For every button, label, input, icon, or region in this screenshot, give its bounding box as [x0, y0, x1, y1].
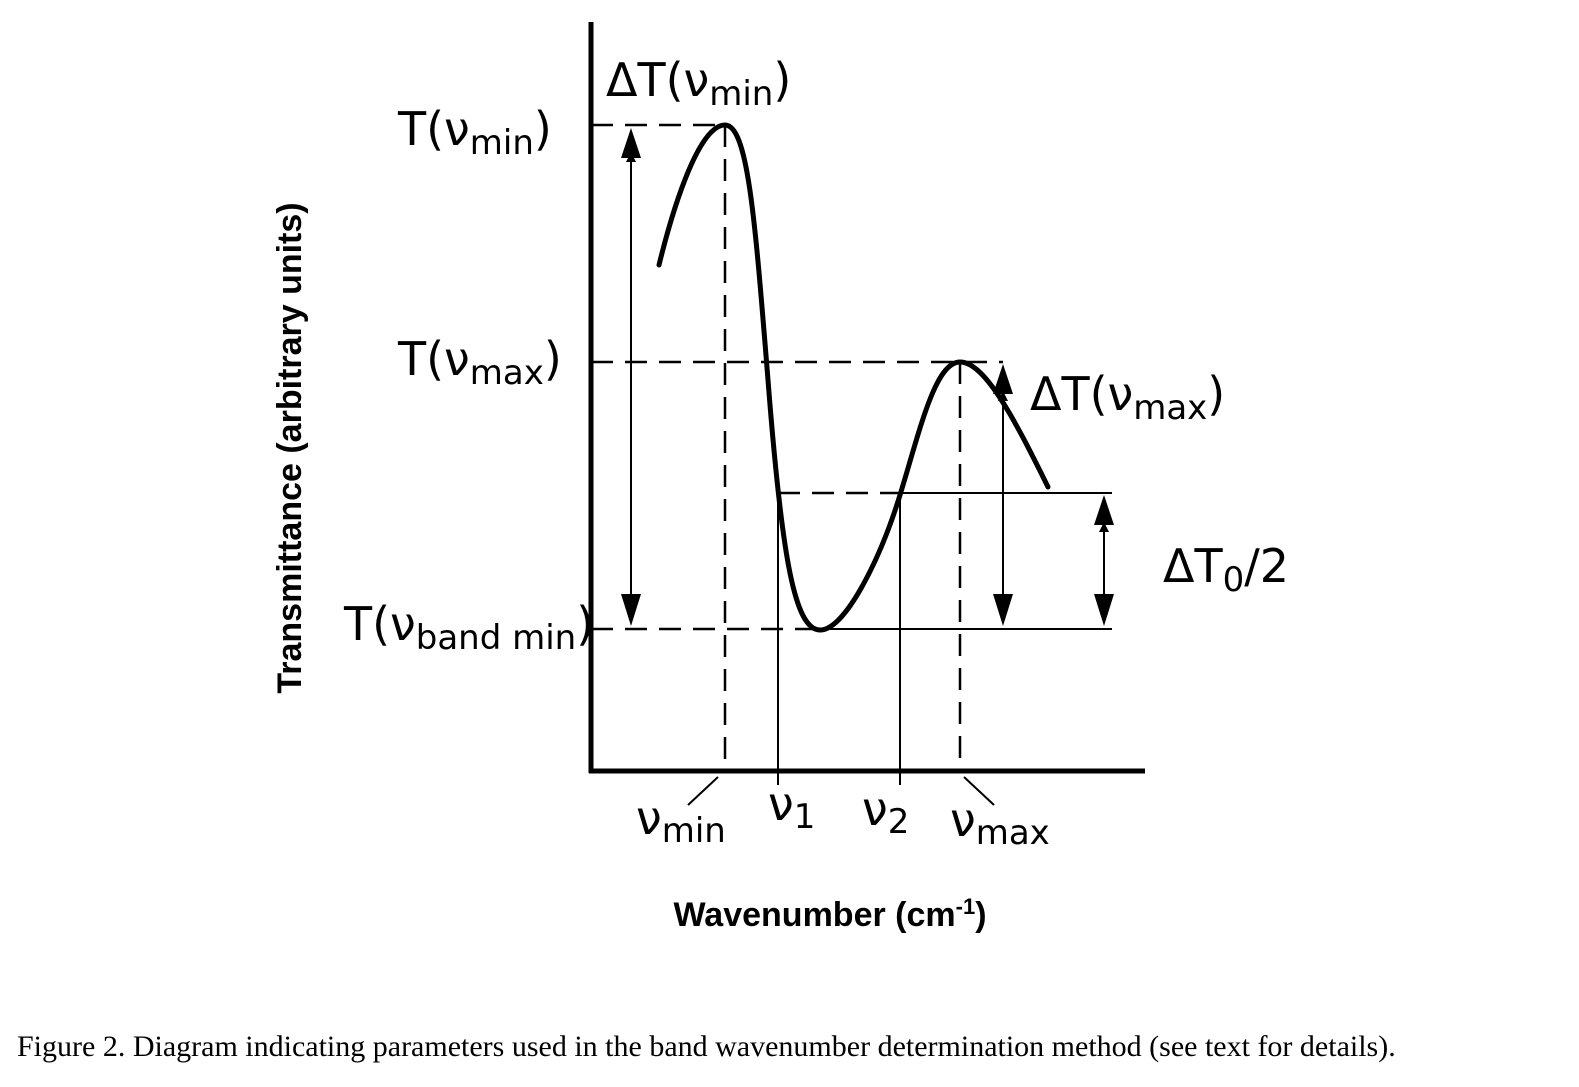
arrowhead-down-dt-vmax: [993, 594, 1013, 626]
label-delta-t0-half: ΔT0/2: [1163, 539, 1289, 600]
arrowhead-down-dt0: [1094, 594, 1114, 626]
label-v-min: νmin: [636, 791, 726, 851]
label-v1: ν1: [768, 777, 815, 837]
arrowhead-down-dt-vmin: [621, 594, 641, 626]
figure-caption: Figure 2. Diagram indicating parameters …: [17, 1030, 1396, 1063]
arrowhead-up-dt-vmax: [993, 364, 1013, 394]
pointer-vmax: [963, 776, 995, 806]
label-delta-t-vmax: ΔT(νmax): [1030, 367, 1225, 428]
label-v2: ν2: [862, 782, 909, 842]
y-axis-title: Transmittance (arbitrary units): [271, 202, 309, 693]
arrowhead-up-dt-vmin: [621, 128, 641, 158]
pointer-vmin: [687, 776, 719, 806]
label-t-vband-min: T(νband min): [343, 597, 594, 658]
label-t-vmax: T(νmax): [397, 332, 562, 393]
arrowhead-up-dt0: [1094, 495, 1114, 525]
transmittance-curve: [656, 122, 1051, 633]
label-t-vmin: T(νmin): [397, 102, 552, 163]
label-delta-t-vmin: ΔT(νmin): [606, 53, 791, 114]
label-v-max: νmax: [950, 793, 1050, 853]
x-axis-title: Wavenumber (cm-1): [673, 894, 986, 934]
